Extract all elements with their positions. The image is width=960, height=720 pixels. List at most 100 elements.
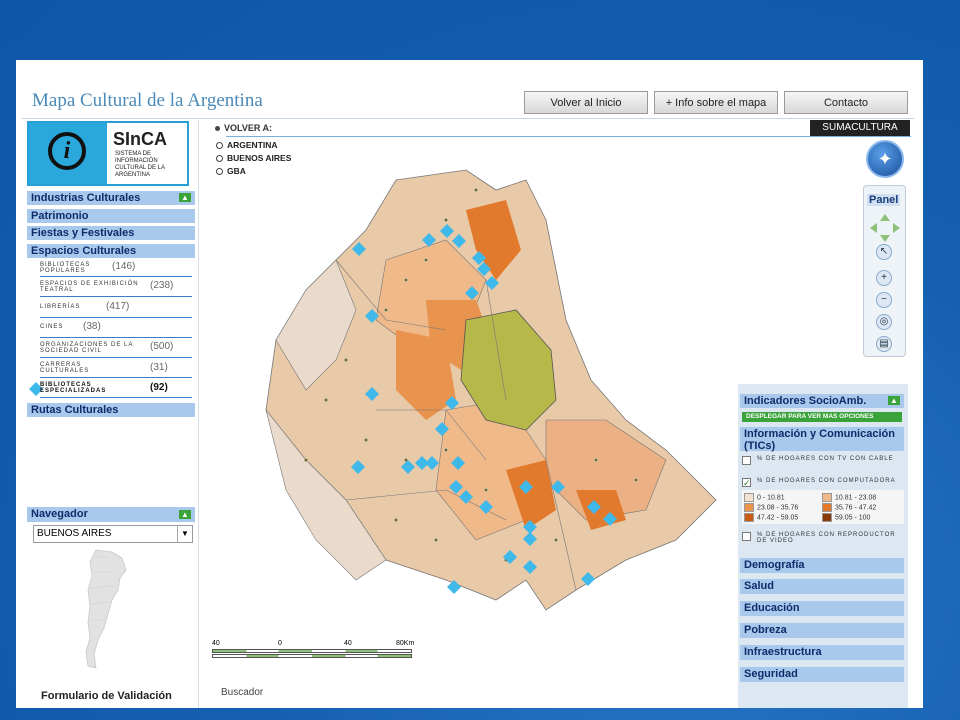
sidebar-item-librerias[interactable]: LIBRERÍAS (40, 304, 81, 310)
page-title: Mapa Cultural de la Argentina (32, 90, 263, 111)
map-region-southwest[interactable] (265, 409, 387, 581)
logo-subtitle: SISTEMA DE INFORMACIÓN CULTURAL DE LA AR… (115, 151, 165, 178)
category-label: Industrias Culturales (31, 192, 141, 204)
sidebar-item-organizaciones[interactable]: ORGANIZACIONES DE LA SOCIEDAD CIVIL (40, 342, 134, 354)
section-infraestructura[interactable]: Infraestructura (740, 645, 904, 660)
zoom-extent-icon[interactable]: ◎ (876, 314, 892, 330)
expand-icon[interactable]: ▲ (179, 193, 191, 202)
buscador-label: Buscador (221, 687, 264, 698)
print-icon[interactable]: ▤ (876, 336, 892, 352)
category-patrimonio[interactable]: Patrimonio (27, 209, 195, 223)
category-rutas[interactable]: Rutas Culturales (27, 403, 195, 417)
legend-item: 10.81 - 23.08 (822, 493, 876, 502)
sidebar-item-espacios-teatral[interactable]: ESPACIOS DE EXHIBICIÓN TEATRAL (40, 281, 139, 293)
crumb-label: GBA (227, 166, 246, 176)
formulario-validacion-link[interactable]: Formulario de Validación (41, 690, 172, 702)
legend-item: 23.08 - 35.76 (744, 503, 798, 512)
legend-item: 0 - 10.81 (744, 493, 785, 502)
navegador-header: Navegador ▲ (27, 507, 195, 522)
divider (40, 276, 192, 277)
scale-label: 80Km (396, 640, 415, 647)
legend-item: 35.76 - 47.42 (822, 503, 876, 512)
section-educacion[interactable]: Educación (740, 601, 904, 616)
compass-icon[interactable]: ✦ (866, 140, 904, 178)
count-espacios-teatral: (238) (150, 280, 174, 291)
count-cines: (38) (83, 321, 101, 332)
header-divider (22, 118, 914, 119)
argentina-minimap[interactable] (82, 548, 132, 673)
divider (40, 296, 192, 297)
volver-label: VOLVER A: (215, 123, 272, 133)
region-select-value: BUENOS AIRES (37, 528, 112, 539)
breadcrumb-gba[interactable]: GBA (216, 166, 246, 176)
scale-label: 40 (344, 640, 352, 647)
crumb-label: ARGENTINA (227, 140, 278, 150)
breadcrumb-argentina[interactable]: ARGENTINA (216, 140, 278, 150)
sidebar-item-bibliotecas-especializadas[interactable]: BIBLIOTECAS ESPECIALIZADAS (40, 382, 107, 394)
sidebar-item-bibliotecas-populares[interactable]: BIBLIOTECAS POPULARES (40, 262, 91, 274)
zoom-out-icon[interactable]: − (876, 292, 892, 308)
region-select[interactable]: BUENOS AIRES ▼ (33, 525, 193, 543)
category-fiestas[interactable]: Fiestas y Festivales (27, 226, 195, 240)
sumacultura-logo: SUMACULTURA (810, 120, 910, 136)
map-zone-mid (396, 330, 456, 420)
contacto-button[interactable]: Contacto (784, 91, 908, 114)
desplegar-button[interactable]: DESPLEGAR PARA VER MAS OPCIONES (742, 412, 902, 422)
category-industrias[interactable]: Industrias Culturales ▲ (27, 191, 195, 205)
info-mapa-button[interactable]: + Info sobre el mapa (654, 91, 778, 114)
count-bibliotecas-populares: (146) (112, 261, 136, 272)
category-label: Fiestas y Festivales (31, 227, 135, 239)
category-label: Rutas Culturales (31, 404, 119, 416)
crumb-label: BUENOS AIRES (227, 153, 292, 163)
section-seguridad[interactable]: Seguridad (740, 667, 904, 682)
expand-icon[interactable]: ▲ (888, 396, 900, 405)
info-icon: i (48, 132, 86, 170)
map-tools-panel: Panel ↖ + − ◎ ▤ (863, 185, 906, 357)
pan-arrows-icon[interactable] (867, 214, 903, 242)
count-librerias: (417) (106, 301, 130, 312)
panel-title: Panel (867, 194, 901, 206)
chevron-down-icon[interactable]: ▼ (177, 526, 192, 542)
app-window: Mapa Cultural de la Argentina Volver al … (16, 60, 923, 708)
checkbox-tv-cable[interactable] (742, 456, 751, 465)
sidebar-item-cines[interactable]: CINES (40, 324, 64, 330)
category-espacios[interactable]: Espacios Culturales (27, 244, 195, 258)
tics-header[interactable]: Información y Comunicación (TICs) (740, 427, 904, 452)
option-video: % DE HOGARES CON REPRODUCTOR DE VIDEO (757, 532, 896, 544)
map-markers[interactable] (351, 224, 617, 594)
option-tv-cable: % DE HOGARES CON TV CON CABLE (757, 456, 894, 462)
section-demografia[interactable]: Demografía (740, 558, 904, 573)
left-column (22, 120, 199, 708)
section-pobreza[interactable]: Pobreza (740, 623, 904, 638)
zoom-in-icon[interactable]: + (876, 270, 892, 286)
count-organizaciones: (500) (150, 341, 174, 352)
count-bibliotecas-especializadas: (92) (150, 382, 168, 393)
logo-name: SInCA (113, 129, 167, 149)
scale-label: 0 (278, 640, 282, 647)
sidebar-item-carreras[interactable]: CARRERAS CULTURALES (40, 362, 90, 374)
volver-inicio-button[interactable]: Volver al Inicio (524, 91, 648, 114)
scale-label: 40 (212, 640, 220, 647)
map-zone-high (466, 200, 521, 280)
map-region-caba[interactable] (460, 309, 557, 431)
map-borders (335, 259, 577, 591)
volver-text: VOLVER A: (224, 123, 273, 133)
category-label: Espacios Culturales (31, 245, 137, 257)
info-cursor-icon[interactable]: ↖ (876, 244, 892, 260)
breadcrumb-buenos-aires[interactable]: BUENOS AIRES (216, 153, 291, 163)
checkbox-video[interactable] (742, 532, 751, 541)
navegador-title: Navegador (31, 508, 88, 520)
marker-diamond-icon (29, 382, 43, 396)
category-label: Patrimonio (31, 210, 89, 222)
section-salud[interactable]: Salud (740, 579, 904, 594)
indicadores-header[interactable]: Indicadores SocioAmb. ▲ (740, 394, 904, 408)
map-canvas[interactable] (246, 160, 746, 630)
map-region-west[interactable] (275, 259, 357, 391)
map-zone-high (506, 460, 556, 530)
checkbox-computadora[interactable]: ✓ (742, 478, 751, 488)
divider (40, 377, 192, 378)
expand-icon[interactable]: ▲ (179, 510, 191, 519)
legend-item: 47.42 - 59.05 (744, 513, 798, 522)
option-computadora: % DE HOGARES CON COMPUTADORA (757, 478, 896, 484)
scale-bar: 40 0 40 80Km (212, 640, 418, 660)
